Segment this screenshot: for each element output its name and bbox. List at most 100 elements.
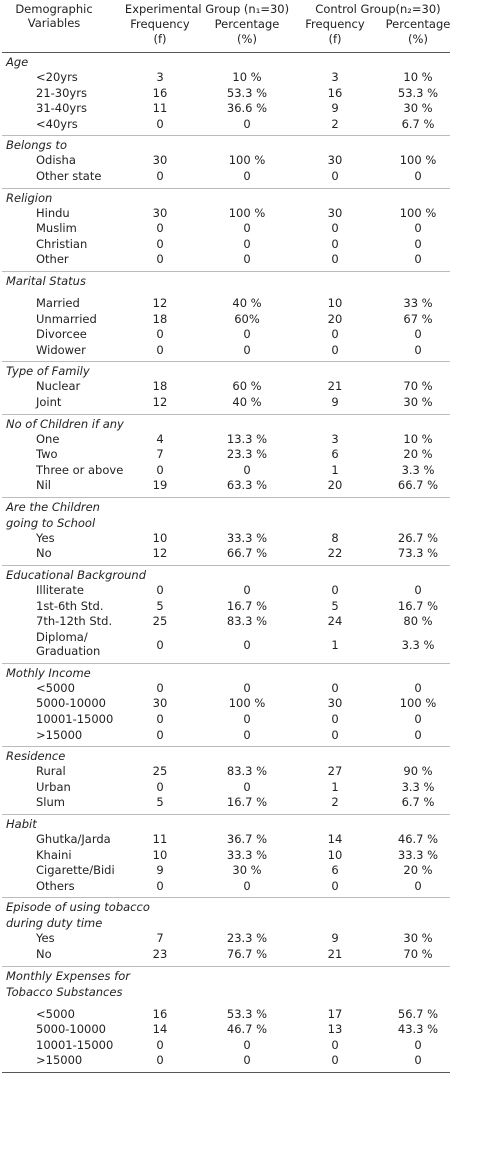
cell-value: 0 [243,462,251,477]
row-label: 31-40yrs [36,101,87,116]
cell-value: 4 [156,431,164,446]
cell-value: 0 [243,779,251,794]
row-label: Other state [36,168,102,183]
cell-value: 100 % [228,205,266,220]
cell-value: 67 % [403,311,433,326]
table-row: Widower 0 0 0 0 [2,343,450,359]
cell-value: 23.3 % [226,931,268,946]
cell-value: 100 % [399,153,437,168]
table-row: Slum 5 16.7 % 2 6.7 % [2,795,450,811]
cell-value: 90 % [403,764,433,779]
cell-value: 23.3 % [226,447,268,462]
column-unit: (f) [328,32,342,46]
cell-value: 0 [156,252,164,267]
cell-value: 16 [152,1006,168,1021]
cell-value: 100 % [228,696,266,711]
section: Type of Family Nuclear 18 60 % 21 70 % Joint 12… [2,362,450,415]
cell-value: 46.7 % [397,832,439,846]
column-unit: (f) [153,32,167,46]
table-row: 10001-15000 0 0 0 0 [2,1038,450,1054]
cell-value: 0 [414,727,422,742]
cell-value: 53.3 % [226,85,268,100]
cell-value: 0 [156,727,164,742]
section-title: Residence [6,749,66,764]
row-label: No [36,946,52,961]
cell-value: 1 [331,637,339,652]
table-row: <5000 0 0 0 0 [2,681,450,697]
cell-value: 30 [152,205,168,220]
spacer [2,289,450,296]
table-row: <40yrs 0 0 2 6.7 % [2,117,450,133]
cell-value: 20 [327,311,343,326]
section-title: Habit [6,817,37,831]
table-row: Hindu 30 100 % 30 100 % [2,206,450,222]
cell-value: 0 [331,221,339,236]
cell-value: 0 [243,327,251,342]
row-label: Unmarried [36,311,97,326]
section: Monthly Expenses for Tobacco Substances <… [2,967,450,1073]
table-row: Cigarette/Bidi 9 30 % 6 20 % [2,863,450,879]
cell-value: 23 [152,946,168,961]
cell-value: 20 % [403,447,433,462]
table-row: Three or above 0 0 1 3.3 % [2,463,450,479]
table-row: No 12 66.7 % 22 73.3 % [2,546,450,562]
cell-value: 30 % [403,931,433,946]
cell-value: 6 [331,447,339,462]
cell-value: 40 % [232,394,262,409]
spacer [2,1000,450,1007]
cell-value: 100 % [228,153,266,168]
section-title: No of Children if any [6,416,124,431]
cell-value: 7 [156,931,164,946]
row-label: Rural [36,764,66,779]
row-label: 5000-10000 [36,696,106,711]
table-row: Illiterate 0 0 0 0 [2,583,450,599]
table-header: Demographic Variables Experimental Group… [2,0,450,53]
column-name: Frequency [130,17,190,31]
row-label: No [36,546,52,561]
cell-value: 9 [156,863,164,878]
cell-value: 36.6 % [226,101,268,116]
table-row: Odisha 30 100 % 30 100 % [2,153,450,169]
cell-value: 16.7 % [226,598,268,613]
cell-value: 0 [331,327,339,342]
cell-value: 66.7 % [397,478,439,493]
cell-value: 0 [414,221,422,236]
cell-value: 13.3 % [226,431,268,446]
table-row: 31-40yrs 11 36.6 % 9 30 % [2,101,450,117]
cell-value: 2 [331,116,339,131]
row-label: One [36,431,60,446]
column-name: Percentage [214,17,280,31]
cell-value: 21 [327,379,343,394]
cell-value: 21 [327,946,343,961]
cell-value: 25 [152,614,168,629]
section: Are the Children going to School Yes 10 33.… [2,498,450,567]
cell-value: 6 [331,863,339,878]
row-label: Slum [36,795,65,810]
table-row: 10001-15000 0 0 0 0 [2,712,450,728]
table-row: Other 0 0 0 0 [2,252,450,268]
row-label: 10001-15000 [36,712,114,727]
cell-value: 30 [327,205,343,220]
cell-value: 5 [331,598,339,613]
cell-value: 83.3 % [226,614,268,629]
cell-value: 0 [414,878,422,893]
cell-value: 3 [331,70,339,84]
cell-value: 30 [152,153,168,168]
cell-value: 6.7 % [401,116,435,131]
cell-value: 0 [414,583,422,598]
cell-value: 0 [243,342,251,357]
row-label: Married [36,295,80,310]
cell-value: 26.7 % [397,530,439,545]
cell-value: 0 [156,327,164,342]
cell-value: 14 [152,1022,168,1037]
cell-value: 3.3 % [401,462,435,477]
table: Demographic Variables Experimental Group… [2,0,450,1073]
cell-value: 33 % [403,295,433,310]
cell-value: 0 [414,236,422,251]
row-label: Widower [36,342,86,357]
cell-value: 80 % [403,614,433,629]
cell-value: 100 % [399,205,437,220]
cell-value: 0 [156,583,164,598]
row-label: <5000 [36,680,75,695]
